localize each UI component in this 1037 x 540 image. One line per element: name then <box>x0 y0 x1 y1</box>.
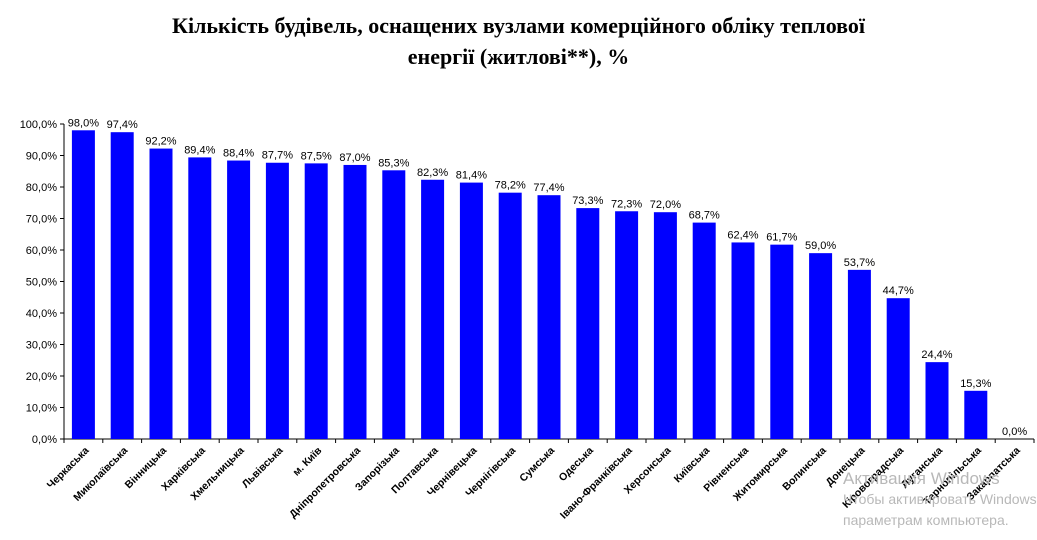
chart-title: Кількість будівель, оснащених вузлами ко… <box>0 10 1037 72</box>
bar <box>459 182 483 439</box>
bar-value-label: 87,0% <box>339 152 370 164</box>
bar-value-label: 97,4% <box>107 119 138 131</box>
bar <box>731 242 755 439</box>
bar <box>615 211 639 439</box>
bar <box>382 170 406 439</box>
category-label: Івано-Франківська <box>558 445 635 522</box>
bar-value-label: 78,2% <box>495 180 526 192</box>
bar-value-label: 44,7% <box>883 285 914 297</box>
bar <box>847 269 871 439</box>
bar <box>421 179 445 439</box>
y-tick-label: 70,0% <box>26 214 57 226</box>
bar-value-label: 68,7% <box>689 210 720 222</box>
bar-value-label: 15,3% <box>960 378 991 390</box>
bar <box>498 192 522 439</box>
bar <box>149 148 173 439</box>
bar <box>71 130 95 440</box>
bar <box>770 244 794 439</box>
windows-activation-watermark: Активация Windows Чтобы активировать Win… <box>843 468 1037 531</box>
chart-title-line-1: Кількість будівель, оснащених вузлами ко… <box>172 13 865 38</box>
bar-value-label: 72,0% <box>650 199 681 211</box>
bar-value-label: 77,4% <box>533 182 564 194</box>
bar <box>265 162 289 439</box>
bar-value-label: 62,4% <box>727 229 758 241</box>
y-tick-label: 80,0% <box>26 182 57 194</box>
bar-value-label: 0,0% <box>1002 426 1027 438</box>
chart-title-line-2: енергії (житлові**), % <box>407 44 630 69</box>
y-tick-label: 0,0% <box>32 434 57 446</box>
bar-value-label: 87,5% <box>301 150 332 162</box>
y-tick-label: 10,0% <box>26 403 57 415</box>
bar <box>537 195 561 439</box>
bar-value-label: 59,0% <box>805 240 836 252</box>
bar-value-label: 98,0% <box>68 117 99 129</box>
category-label: Київська <box>672 445 713 486</box>
bar-value-label: 73,3% <box>572 195 603 207</box>
watermark-line-1: Активация Windows <box>843 469 1000 488</box>
watermark-line-2: Чтобы активировать Windows <box>843 491 1037 507</box>
y-tick-label: 50,0% <box>26 277 57 289</box>
bar <box>110 132 134 439</box>
category-label: Одеська <box>557 445 596 484</box>
bar <box>653 212 677 439</box>
y-tick-label: 30,0% <box>26 340 57 352</box>
bar-value-label: 92,2% <box>145 136 176 148</box>
watermark-line-3: параметрам компьютера. <box>843 512 1009 528</box>
bar-value-label: 24,4% <box>921 349 952 361</box>
bar-value-label: 72,3% <box>611 198 642 210</box>
bar <box>886 298 910 439</box>
category-label: м. Київ <box>290 444 324 478</box>
category-label: Сумська <box>517 445 557 485</box>
bar <box>809 253 833 439</box>
y-tick-label: 90,0% <box>26 151 57 163</box>
bar-value-label: 89,4% <box>184 144 215 156</box>
bar <box>692 222 716 439</box>
y-tick-label: 40,0% <box>26 308 57 320</box>
category-label: Львівська <box>240 445 286 491</box>
bar <box>227 160 251 440</box>
bar-value-label: 87,7% <box>262 150 293 162</box>
bar <box>576 208 600 439</box>
y-tick-label: 20,0% <box>26 371 57 383</box>
bar <box>925 362 949 439</box>
bar-value-label: 88,4% <box>223 148 254 160</box>
bar <box>343 164 367 439</box>
bar-value-label: 53,7% <box>844 257 875 269</box>
bar-value-label: 82,3% <box>417 167 448 179</box>
category-label: Дніпропетровська <box>287 445 363 521</box>
y-tick-label: 60,0% <box>26 245 57 257</box>
bar-value-label: 81,4% <box>456 170 487 182</box>
bar <box>304 163 328 439</box>
y-tick-label: 100,0% <box>20 119 58 131</box>
bar-value-label: 85,3% <box>378 157 409 169</box>
bar-value-label: 61,7% <box>766 232 797 244</box>
bar <box>188 157 212 439</box>
bar <box>964 390 988 439</box>
